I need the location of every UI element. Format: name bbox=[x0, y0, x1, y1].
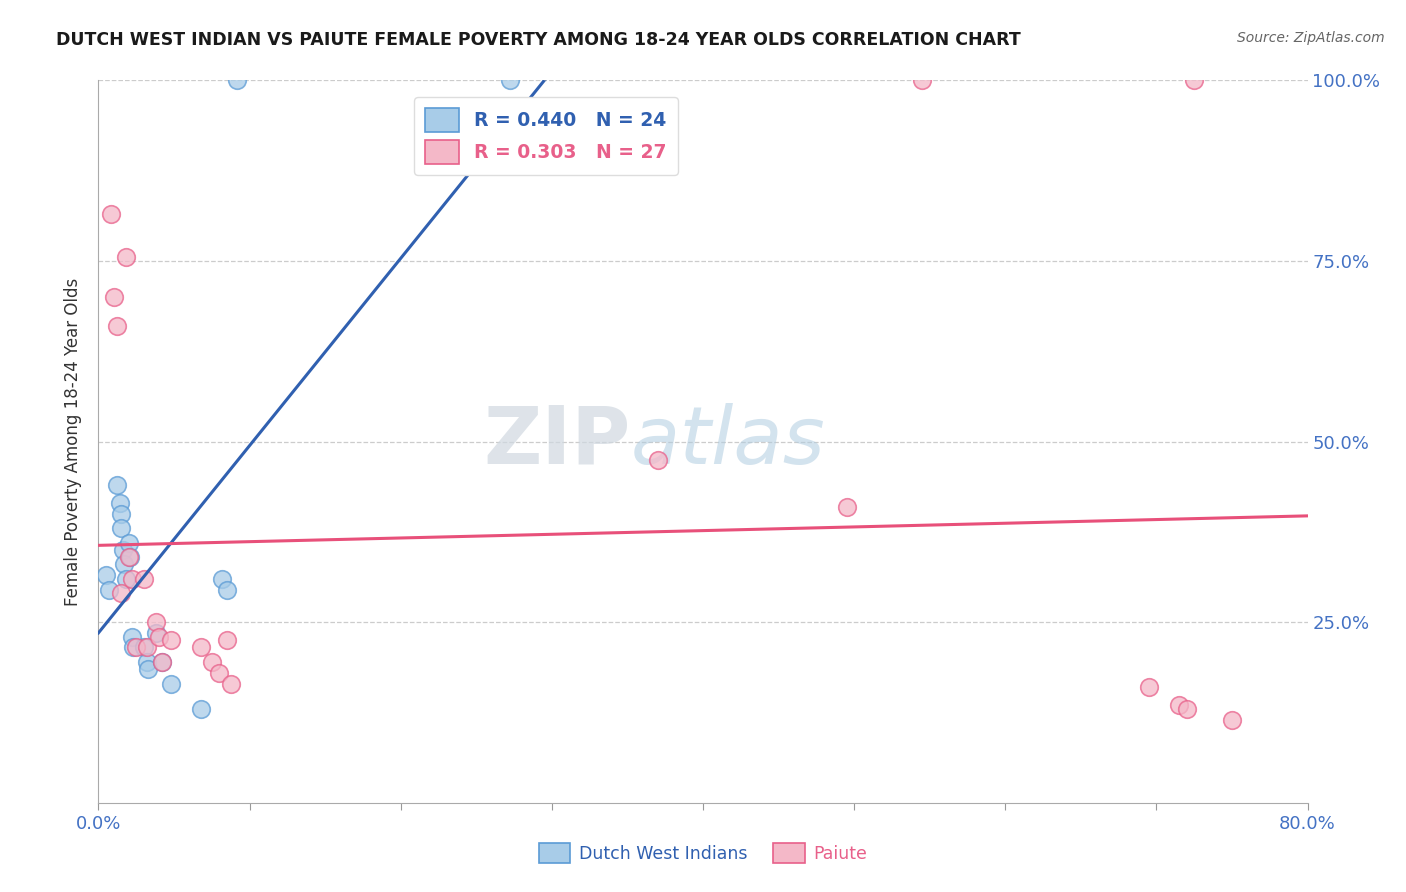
Point bbox=[114, 572, 136, 586]
Point bbox=[105, 478, 128, 492]
Point bbox=[160, 633, 183, 648]
Point bbox=[108, 496, 131, 510]
Point bbox=[111, 542, 134, 557]
Point bbox=[114, 250, 136, 264]
Point bbox=[100, 207, 122, 221]
Point bbox=[1168, 698, 1191, 713]
Point bbox=[136, 662, 159, 676]
Point bbox=[215, 633, 238, 648]
Point bbox=[1182, 73, 1205, 87]
Point bbox=[94, 568, 117, 582]
Point bbox=[208, 665, 231, 680]
Point bbox=[835, 500, 858, 514]
Point bbox=[120, 550, 142, 565]
Point bbox=[121, 630, 143, 644]
Point bbox=[1137, 680, 1160, 694]
Legend: Dutch West Indians, Paiute: Dutch West Indians, Paiute bbox=[531, 836, 875, 870]
Point bbox=[110, 586, 132, 600]
Point bbox=[132, 640, 155, 655]
Legend: R = 0.440   N = 24, R = 0.303   N = 27: R = 0.440 N = 24, R = 0.303 N = 27 bbox=[413, 97, 678, 175]
Point bbox=[190, 640, 212, 655]
Point bbox=[1220, 713, 1243, 727]
Text: atlas: atlas bbox=[630, 402, 825, 481]
Point bbox=[911, 73, 934, 87]
Point bbox=[150, 655, 173, 669]
Y-axis label: Female Poverty Among 18-24 Year Olds: Female Poverty Among 18-24 Year Olds bbox=[65, 277, 83, 606]
Point bbox=[215, 582, 238, 597]
Point bbox=[226, 73, 249, 87]
Point bbox=[647, 452, 669, 467]
Point bbox=[498, 73, 520, 87]
Point bbox=[110, 521, 132, 535]
Point bbox=[118, 550, 141, 565]
Text: Source: ZipAtlas.com: Source: ZipAtlas.com bbox=[1237, 31, 1385, 45]
Point bbox=[135, 655, 157, 669]
Point bbox=[105, 318, 128, 333]
Point bbox=[190, 702, 212, 716]
Point bbox=[1175, 702, 1198, 716]
Point bbox=[132, 572, 155, 586]
Point bbox=[150, 655, 173, 669]
Point bbox=[145, 615, 167, 630]
Point bbox=[148, 630, 170, 644]
Text: ZIP: ZIP bbox=[484, 402, 630, 481]
Point bbox=[201, 655, 224, 669]
Point bbox=[98, 582, 121, 597]
Point bbox=[125, 640, 148, 655]
Point bbox=[135, 640, 157, 655]
Text: DUTCH WEST INDIAN VS PAIUTE FEMALE POVERTY AMONG 18-24 YEAR OLDS CORRELATION CHA: DUTCH WEST INDIAN VS PAIUTE FEMALE POVER… bbox=[56, 31, 1021, 49]
Point bbox=[221, 676, 243, 690]
Point bbox=[145, 626, 167, 640]
Point bbox=[121, 572, 143, 586]
Point bbox=[103, 290, 125, 304]
Point bbox=[112, 558, 135, 572]
Point bbox=[122, 640, 145, 655]
Point bbox=[211, 572, 233, 586]
Point bbox=[110, 507, 132, 521]
Point bbox=[118, 535, 141, 549]
Point bbox=[160, 676, 183, 690]
